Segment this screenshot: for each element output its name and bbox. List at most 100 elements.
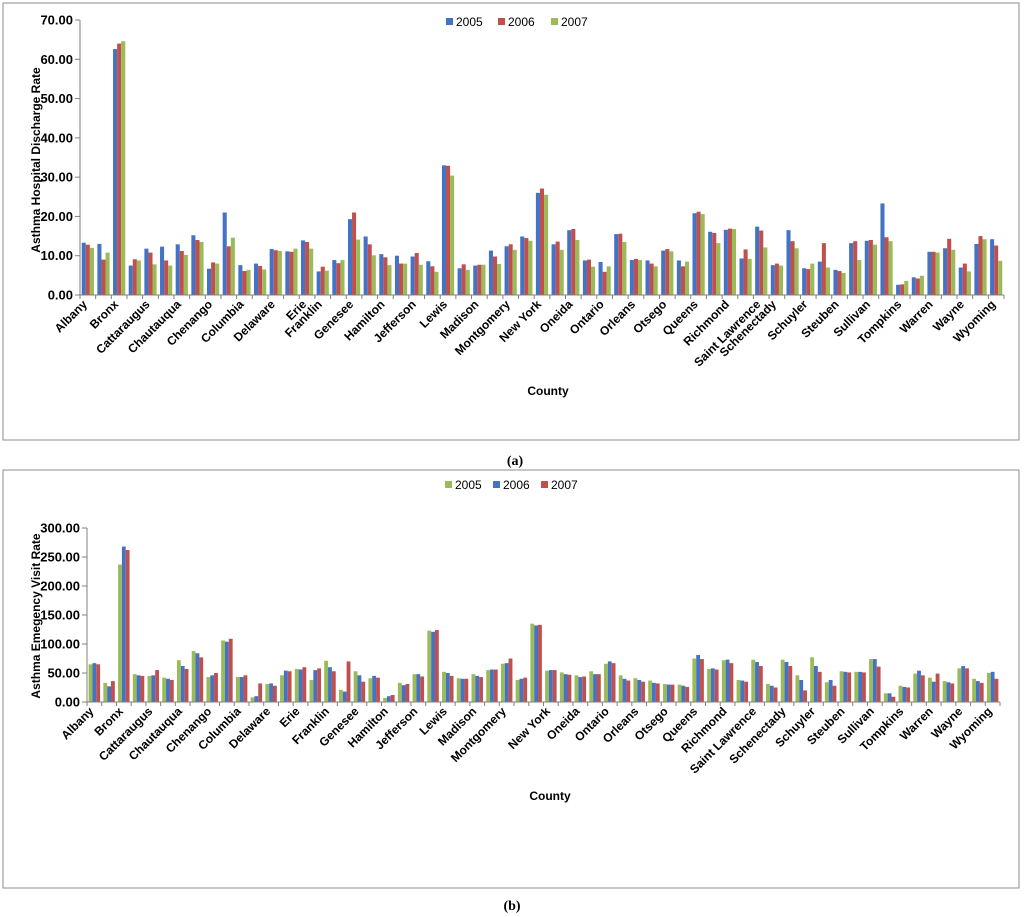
bar-2005 (833, 269, 838, 295)
bar-2006 (477, 264, 482, 295)
panel-label-a: (a) (507, 454, 524, 469)
bar-2005 (927, 251, 932, 295)
bar-2007 (508, 658, 513, 702)
bar-2007 (744, 681, 749, 702)
bar-2006 (649, 263, 654, 295)
bar-2007 (591, 266, 596, 295)
bar-2007 (669, 251, 674, 295)
bar-2006 (107, 686, 111, 702)
bar-2005 (824, 682, 829, 702)
chart-b-y-axis: 0.00 50.00 100.00 150.00 200.00 250.00 300.00 (40, 521, 88, 710)
legend-label-2005: 2005 (456, 15, 483, 29)
bar-2006 (696, 655, 701, 702)
bar-2005 (207, 268, 212, 295)
bar-2005 (473, 265, 478, 295)
bar-2007 (199, 657, 204, 702)
bar-2005 (780, 659, 785, 702)
bar-2007 (747, 258, 752, 295)
bar-2005 (353, 671, 358, 702)
bar-2006 (637, 679, 642, 702)
bar-2006 (313, 670, 318, 702)
bar-2006 (710, 668, 715, 702)
bar-2005 (412, 674, 417, 702)
bar-2006 (524, 238, 529, 295)
bar-2007 (331, 671, 336, 702)
bar-2007 (405, 684, 410, 702)
bar-2005 (911, 277, 916, 295)
bar-2006 (475, 675, 480, 702)
bar-2006 (180, 666, 185, 702)
bar-2006 (727, 228, 732, 295)
bar-2006 (740, 680, 745, 702)
bar-2005 (347, 219, 353, 295)
chart-a-y-axis: 0.00 10.00 20.00 30.00 40.00 50.00 60.00 70.00 (40, 13, 81, 303)
y-tick-label: 300.00 (40, 521, 80, 536)
bar-2007 (136, 260, 141, 295)
bar-2007 (982, 239, 987, 295)
bar-2007 (434, 271, 439, 295)
bar-2007 (857, 260, 862, 295)
bar-2005 (896, 284, 901, 295)
y-tick-label: 20.00 (40, 209, 73, 224)
bar-2005 (265, 684, 270, 702)
bar-2007 (258, 683, 263, 702)
bar-2007 (346, 661, 351, 702)
bar-2007 (230, 237, 235, 295)
bar-2005 (567, 230, 572, 295)
bar-2005 (118, 564, 122, 702)
bar-2007 (979, 682, 984, 702)
bar-2005 (410, 256, 415, 295)
bar-2006 (806, 269, 811, 295)
bar-2006 (224, 641, 229, 702)
bar-2006 (774, 263, 779, 295)
bar-2007 (803, 690, 807, 702)
bar-2005 (332, 260, 337, 295)
bar-2007 (96, 664, 101, 702)
bar-2007 (493, 669, 498, 702)
bar-2006 (821, 243, 826, 295)
bar-2007 (361, 681, 366, 702)
bar-2007 (714, 669, 719, 702)
chart-b-legend: 2005 2006 2007 (445, 478, 578, 492)
bar-2005 (383, 697, 387, 702)
bar-2005 (739, 258, 744, 295)
bar-2005 (206, 677, 211, 702)
bar-2006 (367, 244, 372, 295)
bar-2006 (931, 681, 936, 702)
bar-2005 (618, 675, 623, 702)
bar-2007 (891, 696, 896, 702)
bar-2007 (317, 668, 321, 702)
legend-label-2006: 2006 (503, 478, 530, 492)
bar-2007 (684, 261, 690, 295)
bar-2006 (900, 284, 905, 295)
bar-2005 (176, 660, 181, 702)
bar-2007 (904, 280, 909, 295)
bar-2005 (755, 226, 760, 295)
bar-2005 (604, 663, 608, 702)
bar-2006 (843, 671, 848, 702)
bar-2007 (998, 260, 1003, 295)
bar-2006 (336, 263, 341, 295)
bar-2006 (978, 236, 983, 295)
bar-2006 (790, 241, 795, 295)
bar-2006 (254, 696, 259, 702)
bar-2007 (105, 252, 110, 295)
bar-2005 (692, 658, 697, 702)
chart-b-y-axis-title: Asthma Emegency Visit Rate (29, 533, 43, 699)
bar-2006 (696, 211, 701, 295)
bar-2007 (716, 243, 721, 295)
bar-2007 (841, 273, 846, 295)
bar-2005 (363, 236, 368, 295)
bar-2005 (113, 49, 118, 295)
bar-2007 (888, 241, 893, 295)
bar-2005 (191, 650, 196, 702)
bar-2007 (567, 674, 572, 702)
bar-2006 (258, 265, 263, 295)
bar-2007 (817, 671, 822, 702)
bar-2005 (486, 670, 491, 702)
bar-2005 (974, 243, 979, 295)
chart-b-bars (88, 546, 999, 702)
bar-2006 (211, 262, 216, 295)
bar-2006 (633, 258, 638, 295)
bar-2005 (786, 230, 791, 295)
